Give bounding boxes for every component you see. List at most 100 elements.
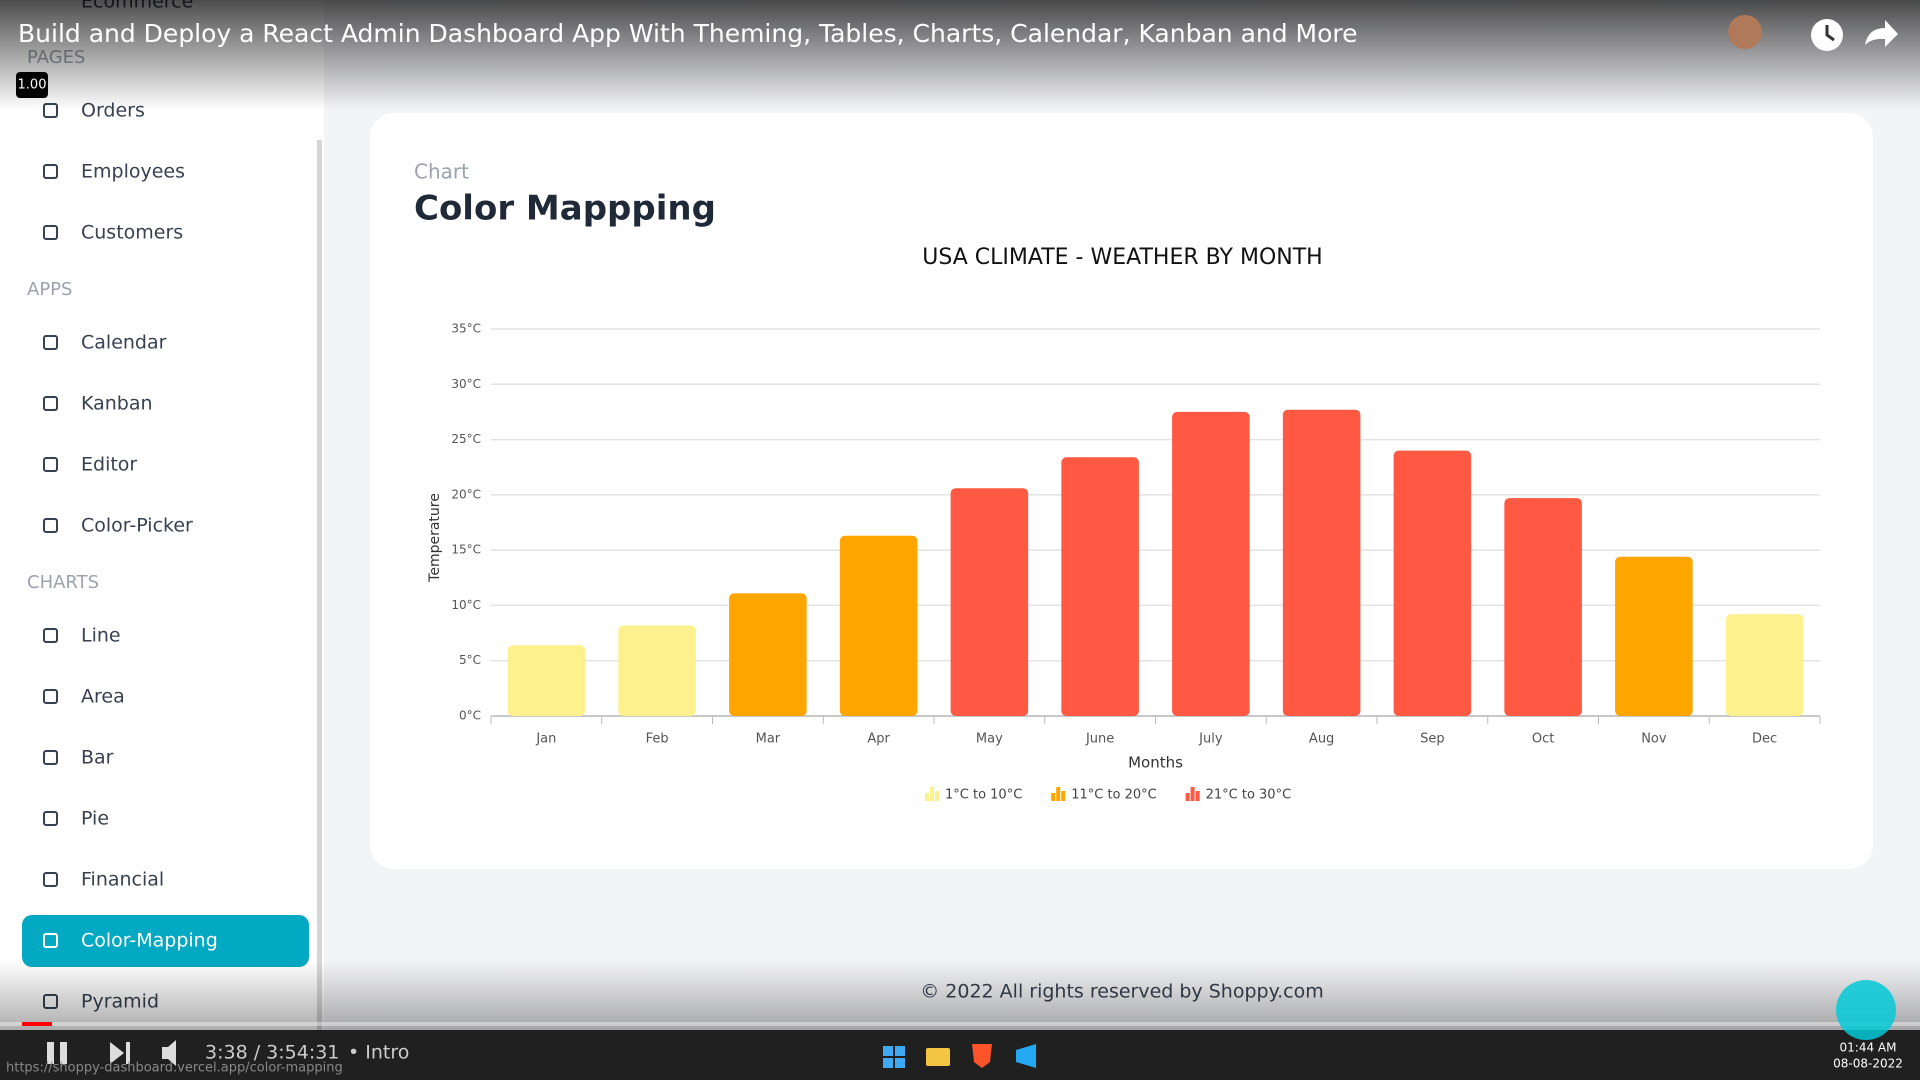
nav-item-icon [43, 457, 58, 472]
pause-button[interactable] [47, 1042, 54, 1064]
y-tick-label: 35°C [451, 322, 481, 336]
legend-swatch [1195, 791, 1200, 801]
bar [1282, 409, 1361, 716]
nav-item-icon [43, 225, 58, 240]
clock-time: 01:44 AM [1840, 1041, 1897, 1055]
explorer-icon[interactable] [926, 1048, 950, 1066]
legend-swatch [1190, 787, 1195, 801]
bar [729, 593, 807, 716]
progress-played [22, 1022, 52, 1026]
progress-track[interactable] [0, 1022, 1920, 1026]
legend-swatch [1056, 787, 1061, 801]
video-title[interactable]: Build and Deploy a React Admin Dashboard… [18, 19, 1358, 48]
speed-label: 1.00 [18, 78, 47, 93]
nav-item-icon [43, 628, 58, 643]
bar [950, 488, 1029, 716]
sidebar-scrollbar [317, 140, 322, 1030]
nav-item-label[interactable]: Calendar [81, 332, 167, 354]
page-title: Color Mappping [414, 189, 716, 229]
legend-swatch [935, 791, 939, 801]
vscode-icon[interactable] [1016, 1044, 1036, 1068]
active-item-background [22, 915, 309, 967]
nav-item-label[interactable]: Color-Mapping [81, 930, 218, 952]
clock-icon [1825, 25, 1835, 42]
y-tick-label: 10°C [451, 598, 481, 612]
bar [1172, 411, 1250, 716]
nav-item-label[interactable]: Line [81, 625, 121, 647]
page-category: Chart [414, 160, 469, 184]
settings-button[interactable] [1836, 980, 1896, 1040]
legend-swatch [1185, 793, 1190, 801]
chart: USA CLIMATE - WEATHER BY MONTH 0°C 5°C 10°C… [427, 245, 1821, 803]
x-tick-label: Apr [867, 732, 890, 747]
windows-start[interactable] [883, 1046, 905, 1068]
nav-item-label[interactable]: Bar [81, 747, 114, 769]
legend-label[interactable]: 21°C to 30°C [1206, 788, 1292, 803]
bar [507, 645, 586, 716]
legend-swatch [1051, 793, 1056, 801]
section-title: APPS [27, 279, 72, 300]
y-tick-label: 5°C [459, 653, 481, 667]
x-tick-label: Oct [1532, 732, 1554, 747]
nav-item-label[interactable]: Editor [81, 454, 137, 476]
x-tick-label: Nov [1641, 732, 1667, 747]
x-tick-label: Jan [535, 732, 556, 747]
x-tick-label: Aug [1309, 732, 1334, 747]
taskbar [0, 1030, 1920, 1080]
y-tick-label: 20°C [451, 487, 481, 501]
y-tick-label: 25°C [451, 432, 481, 446]
bar [1393, 450, 1472, 716]
pause-button-bar [60, 1042, 67, 1064]
share-button[interactable] [1865, 20, 1898, 47]
nav-item-icon [43, 811, 58, 826]
legend-swatch [925, 793, 929, 801]
bar [1061, 457, 1139, 716]
y-tick-label: 0°C [459, 709, 481, 723]
x-tick-label: Dec [1752, 732, 1777, 747]
legend-swatch [930, 787, 934, 801]
nav-item-icon [43, 164, 58, 179]
next-button[interactable] [110, 1042, 130, 1064]
nav-item-label[interactable]: Employees [81, 161, 185, 183]
section-title: CHARTS [27, 572, 99, 593]
x-tick-label: May [976, 732, 1003, 747]
x-tick-label: June [1085, 732, 1114, 747]
nav-item-icon [43, 872, 58, 887]
x-tick-label: Sep [1420, 732, 1445, 747]
brave-icon[interactable] [972, 1044, 992, 1068]
nav-item-label[interactable]: Area [81, 686, 125, 708]
x-tick-label: Feb [646, 732, 669, 747]
video-chapter[interactable]: • Intro [348, 1042, 409, 1064]
x-tick-label: July [1198, 732, 1223, 747]
avatar[interactable] [1728, 15, 1762, 49]
nav-item-icon [43, 750, 58, 765]
y-tick-label: 30°C [451, 377, 481, 391]
clock-date: 08-08-2022 [1833, 1057, 1903, 1071]
chart-title: USA CLIMATE - WEATHER BY MONTH [922, 245, 1322, 270]
nav-item-icon [43, 396, 58, 411]
nav-item-label[interactable]: Kanban [81, 393, 153, 415]
y-axis-title: Temperature [427, 493, 443, 583]
volume-button[interactable] [162, 1040, 176, 1066]
status-url: https://shoppy-dashboard.vercel.app/colo… [6, 1061, 343, 1076]
y-tick-label: 15°C [451, 543, 481, 557]
sidebar [0, 0, 324, 1080]
nav-item-label[interactable]: Color-Picker [81, 515, 193, 537]
bar [839, 535, 918, 716]
video-time: 3:38 / 3:54:31 [205, 1042, 339, 1064]
bar [1725, 614, 1804, 716]
nav-item-label[interactable]: Financial [81, 869, 164, 891]
nav-item-icon [43, 689, 58, 704]
x-axis-title: Months [1128, 754, 1183, 772]
bar [1615, 556, 1693, 716]
nav-item-label[interactable]: Pie [81, 808, 109, 830]
nav-item-icon [43, 335, 58, 350]
speed-badge [16, 72, 48, 98]
bar [1504, 498, 1582, 716]
nav-item-label[interactable]: Customers [81, 222, 183, 244]
legend-label[interactable]: 1°C to 10°C [945, 788, 1022, 803]
x-tick-label: Mar [756, 732, 781, 747]
legend-label[interactable]: 11°C to 20°C [1071, 788, 1157, 803]
legend-swatch [1061, 791, 1066, 801]
nav-item-icon [43, 933, 58, 948]
